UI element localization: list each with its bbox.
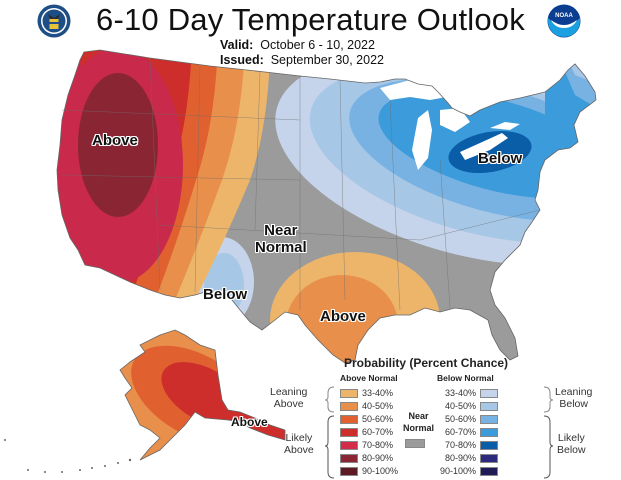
region-label-west: Above bbox=[92, 132, 138, 149]
issued-value: September 30, 2022 bbox=[270, 53, 384, 67]
swatch-label: 80-90% bbox=[444, 453, 476, 463]
conus-contours bbox=[57, 50, 596, 363]
swatch-above-80-90 bbox=[340, 454, 358, 463]
legend-leaning-above: Leaning Above bbox=[270, 386, 308, 410]
legend-likely-below: Likely Below bbox=[557, 432, 586, 456]
swatch-below-80-90 bbox=[480, 454, 498, 463]
swatch-above-90-100 bbox=[340, 467, 358, 476]
region-label-alaska: Above bbox=[231, 415, 268, 429]
swatch-label: 90-100% bbox=[362, 466, 399, 476]
swatch-label: 90-100% bbox=[439, 466, 476, 476]
issued-label: Issued: bbox=[220, 53, 264, 67]
swatch-label: 70-80% bbox=[444, 440, 476, 450]
svg-text:NOAA: NOAA bbox=[555, 13, 573, 19]
valid-label: Valid: bbox=[220, 38, 254, 52]
swatch-label: 60-70% bbox=[444, 427, 476, 437]
swatch-label: 33-40% bbox=[362, 388, 394, 398]
legend-brace-below bbox=[543, 386, 554, 479]
noaa-logo-icon: NOAA bbox=[547, 4, 581, 38]
valid-value: October 6 - 10, 2022 bbox=[260, 38, 375, 52]
swatch-label: 70-80% bbox=[362, 440, 394, 450]
valid-line: Valid: October 6 - 10, 2022 bbox=[220, 38, 375, 52]
legend: Probability (Percent Chance) Above Norma… bbox=[270, 356, 610, 480]
swatch-above-40-50 bbox=[340, 402, 358, 411]
swatch-label: 33-40% bbox=[444, 388, 476, 398]
legend-above-header: Above Normal bbox=[340, 373, 398, 383]
swatch-label: 60-70% bbox=[362, 427, 394, 437]
doc-seal-icon bbox=[37, 4, 71, 38]
swatch-label: 50-60% bbox=[444, 414, 476, 424]
swatch-below-60-70 bbox=[480, 428, 498, 437]
issued-line: Issued: September 30, 2022 bbox=[220, 53, 384, 67]
swatch-below-40-50 bbox=[480, 402, 498, 411]
swatch-below-70-80 bbox=[480, 441, 498, 450]
legend-near-normal-label: Near Normal bbox=[403, 411, 435, 433]
swatch-below-50-60 bbox=[480, 415, 498, 424]
legend-brace-above bbox=[324, 386, 335, 479]
swatch-label: 50-60% bbox=[362, 414, 394, 424]
region-label-texas: Above bbox=[320, 308, 366, 325]
swatch-above-60-70 bbox=[340, 428, 358, 437]
legend-below-header: Below Normal bbox=[437, 373, 494, 383]
swatch-below-90-100 bbox=[480, 467, 498, 476]
swatch-label: 80-90% bbox=[362, 453, 394, 463]
swatch-label: 40-50% bbox=[362, 401, 394, 411]
swatch-below-33-40 bbox=[480, 389, 498, 398]
region-label-southwest: Below bbox=[203, 286, 248, 303]
legend-title: Probability (Percent Chance) bbox=[344, 356, 509, 370]
page-title: 6-10 Day Temperature Outlook bbox=[96, 2, 525, 37]
swatch-label: 40-50% bbox=[444, 401, 476, 411]
legend-leaning-below: Leaning Below bbox=[555, 386, 593, 410]
swatch-near-normal bbox=[405, 439, 425, 448]
swatch-above-70-80 bbox=[340, 441, 358, 450]
region-label-central: Near Normal bbox=[255, 222, 307, 256]
aleutian-islands bbox=[4, 439, 132, 473]
legend-likely-above: Likely Above bbox=[284, 432, 314, 456]
swatch-above-50-60 bbox=[340, 415, 358, 424]
region-label-great-lakes: Below bbox=[478, 150, 523, 167]
swatch-above-33-40 bbox=[340, 389, 358, 398]
